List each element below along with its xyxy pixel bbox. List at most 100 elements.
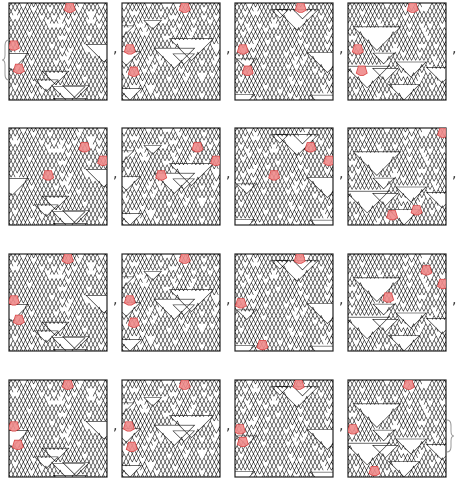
automaton-panel bbox=[347, 253, 447, 352]
separator-comma: , bbox=[339, 292, 343, 308]
highlighted-cell bbox=[210, 155, 220, 166]
highlighted-cell bbox=[63, 3, 76, 13]
highlighted-cell bbox=[11, 439, 24, 450]
highlighted-cell bbox=[348, 424, 359, 435]
panel-frame bbox=[234, 127, 334, 226]
highlighted-cell bbox=[127, 66, 140, 77]
highlighted-cell bbox=[9, 40, 20, 51]
highlighted-cell bbox=[178, 254, 191, 264]
highlighted-cell bbox=[127, 317, 140, 328]
automaton-panel bbox=[347, 127, 447, 226]
highlighted-cell bbox=[178, 380, 191, 390]
panel-frame bbox=[8, 253, 108, 352]
panel-frame bbox=[234, 379, 334, 478]
cell-lines bbox=[122, 380, 220, 477]
automaton-panel bbox=[234, 253, 334, 352]
highlighted-cell bbox=[191, 142, 204, 153]
highlighted-cell bbox=[351, 44, 364, 55]
highlighted-cell bbox=[12, 63, 25, 74]
highlighted-cell bbox=[236, 44, 249, 55]
separator-comma: , bbox=[113, 41, 117, 57]
automaton-panel bbox=[347, 2, 447, 101]
panel-frame bbox=[234, 2, 334, 101]
cell-lines bbox=[9, 3, 107, 100]
highlighted-cell bbox=[235, 424, 246, 435]
left-brace bbox=[1, 39, 10, 81]
panels-layer bbox=[8, 2, 447, 478]
highlighted-cell bbox=[382, 292, 395, 303]
separator-comma: , bbox=[113, 418, 117, 434]
highlighted-cell bbox=[122, 421, 135, 432]
cell-lines bbox=[235, 128, 333, 225]
automaton-panel bbox=[8, 127, 108, 226]
highlighted-cell bbox=[437, 278, 446, 289]
highlighted-cell bbox=[9, 421, 20, 432]
cell-pattern bbox=[122, 128, 220, 225]
cell-pattern bbox=[348, 380, 446, 477]
automaton-panel bbox=[347, 379, 447, 478]
highlighted-cell bbox=[294, 3, 307, 13]
cell-lines bbox=[235, 3, 333, 100]
highlighted-cell bbox=[235, 298, 247, 309]
cell-lines bbox=[122, 128, 220, 225]
separator-comma: , bbox=[452, 41, 456, 57]
separator-comma: , bbox=[339, 41, 343, 57]
cell-pattern bbox=[122, 254, 220, 351]
cell-lines bbox=[348, 128, 446, 225]
automaton-panel bbox=[8, 379, 108, 478]
highlighted-cell bbox=[355, 65, 368, 76]
highlighted-cell bbox=[97, 155, 107, 166]
highlighted-cell bbox=[155, 170, 168, 181]
highlighted-cell bbox=[42, 170, 55, 181]
highlighted-cell bbox=[256, 339, 269, 351]
separator-comma: , bbox=[113, 292, 117, 308]
automaton-panel bbox=[234, 127, 334, 226]
cell-lines bbox=[235, 380, 333, 477]
highlighted-cell bbox=[292, 380, 305, 390]
automaton-panel bbox=[234, 2, 334, 101]
highlighted-cell bbox=[9, 295, 20, 306]
highlighted-cell bbox=[304, 142, 317, 153]
separator-comma: , bbox=[226, 41, 230, 57]
cell-lines bbox=[348, 254, 446, 351]
panel-frame bbox=[347, 2, 447, 101]
panel-frame bbox=[347, 127, 447, 226]
highlighted-cell bbox=[323, 155, 333, 166]
cell-lines bbox=[9, 380, 107, 477]
highlighted-cell bbox=[268, 170, 281, 181]
highlighted-cell bbox=[123, 295, 136, 306]
cell-pattern bbox=[9, 254, 107, 351]
cell-pattern bbox=[9, 380, 107, 477]
separators-layer: ,,,,,,,,,,,,,,, bbox=[113, 41, 456, 434]
automaton-panel bbox=[121, 127, 221, 226]
separator-comma: , bbox=[339, 166, 343, 182]
panel-frame bbox=[347, 379, 447, 478]
highlighted-cell bbox=[12, 314, 25, 325]
separator-comma: , bbox=[226, 166, 230, 182]
cell-lines bbox=[348, 380, 446, 477]
separator-comma: , bbox=[452, 166, 456, 182]
cell-pattern bbox=[9, 3, 107, 100]
highlighted-cell bbox=[236, 436, 249, 448]
cell-pattern bbox=[235, 128, 333, 225]
highlighted-cell bbox=[402, 380, 415, 390]
highlighted-cell bbox=[125, 441, 138, 452]
cell-pattern bbox=[348, 3, 446, 100]
cell-pattern bbox=[235, 380, 333, 477]
automaton-panel bbox=[121, 253, 221, 352]
cell-pattern bbox=[122, 380, 220, 477]
highlighted-cell bbox=[386, 210, 399, 221]
highlighted-cell bbox=[61, 380, 74, 390]
cell-lines bbox=[9, 254, 107, 351]
separator-comma: , bbox=[226, 418, 230, 434]
separator-comma: , bbox=[452, 292, 456, 308]
cell-pattern bbox=[348, 254, 446, 351]
separator-comma: , bbox=[226, 292, 230, 308]
highlighted-cell bbox=[178, 3, 191, 13]
automaton-panel bbox=[121, 2, 221, 101]
cell-pattern bbox=[9, 128, 107, 225]
separator-comma: , bbox=[113, 166, 117, 182]
cell-lines bbox=[235, 254, 333, 351]
highlighted-cell bbox=[241, 65, 254, 76]
